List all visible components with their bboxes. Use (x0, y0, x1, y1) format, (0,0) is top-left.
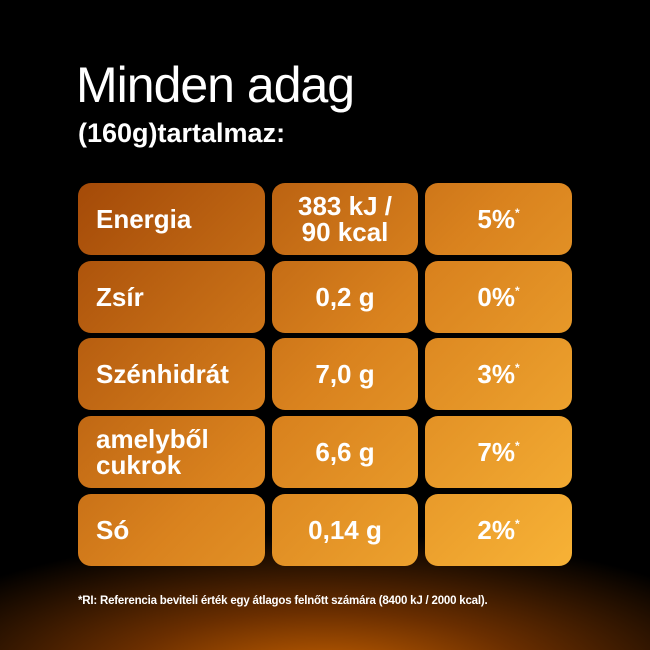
percent-wrap: 7%* (477, 439, 519, 465)
table-cell: Só (78, 494, 265, 566)
amount: 90 kcal (301, 217, 389, 247)
amount: 6,6 g (315, 437, 375, 467)
percent-wrap: 0%* (477, 284, 519, 310)
table-cell: 7,0 g (272, 338, 418, 410)
amount: 0,2 g (315, 282, 375, 312)
table-cell: Energia (78, 183, 265, 255)
table-cell: 0%* (425, 261, 572, 333)
nutrient-name: Zsír (96, 282, 144, 312)
note-mark: * (514, 284, 520, 298)
table-cell: 3%* (425, 338, 572, 410)
title: Minden adag (76, 57, 355, 113)
table-cell: amelyből cukrok (78, 416, 265, 488)
percent-wrap: 3%* (477, 361, 519, 387)
nutrient-name: Só (96, 515, 130, 545)
table-cell: 6,6 g (272, 416, 418, 488)
table-cell: 2%* (425, 494, 572, 566)
table-cell: 5%* (425, 183, 572, 255)
table-cell: 7%* (425, 416, 572, 488)
table-cell: 0,2 g (272, 261, 418, 333)
amount: 0,14 g (308, 515, 382, 545)
amount: 7,0 g (315, 359, 375, 389)
percent: 0% (477, 282, 515, 312)
footnote: *RI: Referencia beviteli érték egy átlag… (78, 595, 488, 607)
subtitle: (160g)tartalmaz: (78, 118, 286, 148)
note-mark: * (514, 361, 520, 375)
table-cell: 383 kJ /90 kcal (272, 183, 418, 255)
note-mark: * (514, 439, 520, 453)
table-cell: Zsír (78, 261, 265, 333)
note-mark: * (514, 206, 520, 220)
percent: 5% (477, 204, 515, 234)
percent: 3% (477, 359, 515, 389)
nutrient-name: amelyből (96, 424, 209, 454)
percent-wrap: 2%* (477, 517, 519, 543)
nutrient-name: cukrok (96, 450, 182, 480)
nutrient-name: Szénhidrát (96, 359, 229, 389)
table-cell: 0,14 g (272, 494, 418, 566)
percent: 2% (477, 515, 515, 545)
percent-wrap: 5%* (477, 206, 519, 232)
amount: 383 kJ / (298, 191, 392, 221)
percent: 7% (477, 437, 515, 467)
nutrient-name: Energia (96, 204, 192, 234)
table-cell: Szénhidrát (78, 338, 265, 410)
note-mark: * (514, 517, 520, 531)
